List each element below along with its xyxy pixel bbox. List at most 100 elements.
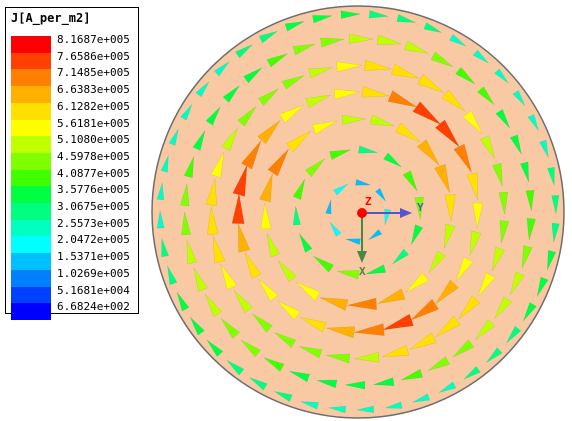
current-arrow — [325, 199, 332, 215]
current-arrow — [244, 252, 262, 279]
legend-label: 7.1485e+005 — [57, 66, 130, 80]
current-arrow — [336, 61, 362, 72]
legend-label: 6.6824e+002 — [57, 300, 130, 314]
current-arrow — [368, 229, 383, 240]
current-arrow — [277, 300, 301, 320]
legend-label: 5.1080e+005 — [57, 133, 130, 147]
current-arrow — [205, 178, 217, 207]
legend-label: 7.6586e+005 — [57, 49, 130, 63]
current-arrow — [357, 405, 374, 413]
current-arrow — [361, 86, 390, 98]
legend-swatch — [11, 52, 51, 70]
current-arrow — [258, 30, 278, 44]
current-arrow — [284, 21, 305, 32]
legend-label: 3.5776e+005 — [57, 183, 130, 197]
legend-label: 8.1687e+005 — [57, 33, 130, 46]
legend-swatch — [11, 219, 51, 237]
legend-swatch — [11, 136, 51, 154]
current-arrow — [510, 271, 525, 295]
current-arrow — [423, 22, 442, 33]
current-arrow — [444, 194, 456, 222]
current-arrow — [316, 379, 338, 389]
current-arrow — [369, 114, 395, 127]
current-arrow — [305, 94, 331, 109]
current-arrow — [279, 104, 304, 124]
current-arrow — [373, 377, 395, 386]
current-arrow — [342, 114, 366, 125]
current-arrow — [320, 37, 344, 48]
current-arrow — [401, 368, 423, 381]
current-arrow — [243, 67, 263, 84]
current-arrow — [257, 120, 281, 145]
current-arrow — [499, 220, 510, 244]
current-arrow — [547, 167, 555, 186]
current-arrow — [205, 294, 223, 317]
current-arrow — [382, 313, 414, 331]
current-arrow — [167, 265, 178, 285]
legend-swatch — [11, 86, 51, 104]
current-arrow — [195, 81, 210, 98]
current-arrow — [458, 295, 481, 320]
current-arrow — [463, 366, 481, 380]
current-arrow — [434, 119, 460, 148]
current-arrow — [319, 297, 349, 311]
legend-swatch — [11, 152, 51, 170]
legend-swatch — [11, 303, 51, 321]
current-arrow — [305, 158, 326, 178]
current-arrow — [299, 346, 323, 359]
current-arrow — [526, 217, 536, 240]
current-arrow — [383, 152, 402, 168]
current-arrow — [539, 139, 549, 158]
current-arrow — [365, 264, 387, 275]
current-arrow — [160, 155, 169, 173]
current-arrow — [394, 122, 421, 143]
current-arrow — [345, 238, 361, 245]
current-arrow — [238, 223, 251, 253]
legend-label: 5.6181e+005 — [57, 116, 130, 130]
current-arrow — [435, 279, 459, 304]
current-arrow — [494, 296, 513, 320]
current-arrow — [258, 279, 279, 302]
current-arrow — [486, 347, 503, 363]
current-arrow — [409, 332, 437, 350]
current-arrow — [428, 250, 446, 273]
current-arrow — [375, 187, 386, 202]
legend-swatch — [11, 203, 51, 220]
current-arrow — [439, 381, 457, 393]
current-arrow — [333, 183, 349, 196]
z-axis-dot — [357, 208, 367, 218]
current-arrow — [313, 256, 334, 273]
current-arrow — [336, 270, 360, 280]
current-arrow — [462, 110, 483, 134]
current-arrow — [156, 182, 165, 201]
legend-swatch — [11, 236, 51, 254]
current-arrow — [329, 221, 342, 237]
current-arrow — [326, 353, 351, 364]
current-arrow — [417, 73, 444, 93]
current-arrow — [190, 317, 205, 336]
current-arrow — [404, 40, 429, 54]
current-arrow — [206, 339, 224, 357]
legend-swatch — [11, 186, 51, 204]
current-arrow — [396, 14, 416, 23]
current-arrow — [477, 86, 495, 105]
current-arrow — [430, 51, 453, 67]
current-arrow — [392, 248, 409, 265]
current-arrow — [333, 88, 360, 100]
current-arrow — [289, 371, 311, 383]
current-arrow — [355, 179, 371, 186]
y-axis-label: Y — [417, 201, 424, 214]
current-arrow — [441, 89, 466, 112]
current-arrow — [414, 196, 424, 220]
x-axis-label: X — [359, 265, 366, 278]
current-arrow — [416, 139, 440, 166]
current-arrow — [434, 163, 450, 193]
current-arrow — [296, 282, 321, 301]
current-arrow — [281, 75, 305, 90]
current-arrow — [405, 272, 429, 293]
current-arrow — [285, 130, 312, 153]
current-arrow — [345, 380, 366, 390]
current-arrow — [509, 134, 522, 155]
z-axis-label: Z — [365, 195, 372, 208]
current-arrow — [237, 106, 257, 127]
